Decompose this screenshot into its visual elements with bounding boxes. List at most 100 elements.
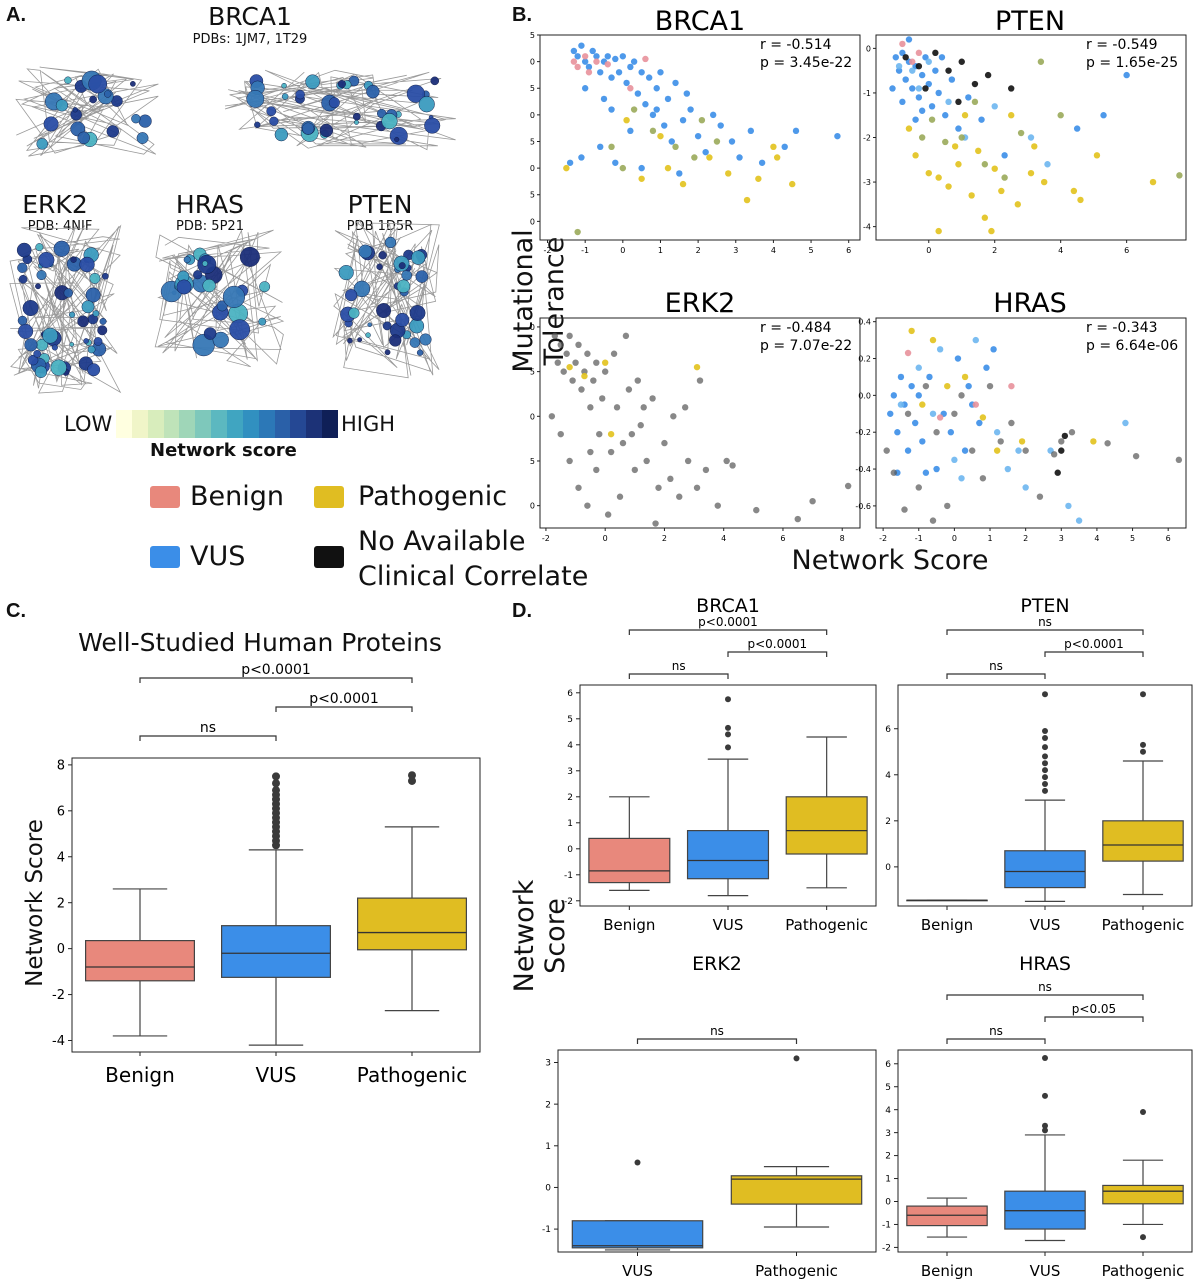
panel-b-letter: B. <box>512 4 532 26</box>
b-hras-point-nocorr <box>1054 469 1061 476</box>
b-hras-point-gray_scatter <box>901 506 908 513</box>
b-brca1-point-vus <box>581 58 589 65</box>
b-brca1-point-vus <box>585 63 593 71</box>
residue-sphere <box>365 332 371 338</box>
y-tick-label: 6 <box>885 1060 891 1070</box>
b-erk2-point-pathogenic_scatter <box>581 372 588 380</box>
b-brca1-point-pathogenic_scatter <box>706 154 713 161</box>
hras-structure <box>154 228 285 368</box>
residue-sphere <box>176 279 192 295</box>
y-tick-label: -4 <box>52 1034 65 1049</box>
b-brca1-point-pathogenic_scatter <box>755 175 762 182</box>
y-tick-label: -2.5 <box>530 191 535 200</box>
b-hras-point-vus <box>922 469 930 476</box>
residue-sphere <box>24 338 38 352</box>
outlier-point <box>272 772 280 781</box>
b-hras-point-gray_scatter <box>922 382 930 390</box>
d-pten-title: PTEN <box>1020 595 1069 617</box>
residue-sphere <box>34 365 48 378</box>
b-hras-point-vus <box>887 410 894 417</box>
b-pten-point-pathogenic_scatter <box>935 227 942 235</box>
residue-sphere <box>389 126 408 145</box>
y-tick-label: 2 <box>567 793 573 803</box>
significance-label: ns <box>1038 615 1052 629</box>
b-brca1-point-pathogenic_scatter <box>789 180 796 188</box>
residue-sphere <box>266 106 277 117</box>
b-brca1-point-olive <box>630 106 638 113</box>
b-hras-point-vus_light <box>1022 484 1029 491</box>
b-hras-point-vus <box>904 447 912 454</box>
residue-sphere <box>63 288 73 298</box>
significance-label: p<0.0001 <box>698 615 758 629</box>
colorbar-high-label: HIGH <box>341 412 396 436</box>
b-brca1-point-vus <box>589 47 596 55</box>
colorbar-step <box>258 410 275 438</box>
b-hras-point-vus_light <box>1075 517 1083 524</box>
x-tick-label: 2 <box>1023 534 1028 543</box>
y-tick-label: -2 <box>52 988 65 1003</box>
residue-sphere <box>53 240 70 257</box>
b-hras-point-gray_scatter <box>951 410 958 417</box>
b-brca1-point-vus <box>747 127 755 135</box>
residue-sphere <box>81 300 95 314</box>
x-tick-label: 4 <box>721 534 726 543</box>
colorbar-step <box>322 410 339 438</box>
b-brca1-point-olive <box>698 116 706 124</box>
y-tick-label: -1 <box>882 1221 891 1231</box>
b-erk2-point-gray_scatter <box>551 332 559 340</box>
d-erk2-box-vus <box>571 1220 704 1249</box>
y-tick-label: -1 <box>564 871 573 881</box>
b-hras-point-vus <box>926 373 933 381</box>
b-erk2-point-gray_scatter <box>610 350 618 357</box>
x-tick-label: -1 <box>915 534 923 543</box>
y-tick-label: -1 <box>542 1225 551 1235</box>
b-erk2-point-gray_scatter <box>729 462 736 469</box>
residue-sphere <box>229 319 251 341</box>
residue-sphere <box>83 338 89 344</box>
b-hras-point-vus <box>933 465 940 473</box>
y-tick-label: 4 <box>885 771 891 781</box>
b-hras-point-gray_scatter <box>944 502 951 510</box>
residue-sphere <box>216 300 228 312</box>
residue-sphere <box>382 321 392 331</box>
b-brca1-point-pathogenic_scatter <box>638 175 645 182</box>
b-erk2-point-gray_scatter <box>607 448 615 456</box>
y-tick-label: -0.4 <box>855 465 871 474</box>
b-erk2-point-gray_scatter <box>681 404 689 411</box>
b-hras-point-vus <box>915 392 922 399</box>
d-erk2-category-label: VUS <box>622 1262 653 1280</box>
residue-sphere <box>36 270 47 281</box>
b-erk2-frame <box>539 317 861 529</box>
b-brca1-point-pathogenic_scatter <box>770 143 777 151</box>
residue-sphere <box>378 251 387 260</box>
significance-bracket <box>275 706 413 712</box>
b-pten-point-pathogenic_scatter <box>935 174 942 181</box>
b-brca1-point-benign_scatter <box>642 55 649 63</box>
b-pten-point-pathogenic_scatter <box>961 112 969 119</box>
b-pten-point-nocorr <box>922 85 929 92</box>
b-brca1-point-vus <box>642 101 649 108</box>
residue-sphere <box>17 262 28 273</box>
b-hras-point-gray_scatter <box>1132 452 1140 460</box>
b-pten-point-vus <box>938 54 946 61</box>
y-tick-label: 1.0 <box>530 323 535 332</box>
b-brca1-point-olive <box>608 143 615 151</box>
b-erk2-point-gray_scatter <box>601 368 609 375</box>
residue-sphere <box>239 246 260 267</box>
residue-sphere <box>222 285 246 308</box>
outlier-point <box>1042 1055 1048 1062</box>
structure-title-brca1: BRCA1 <box>208 2 292 31</box>
residue-sphere <box>85 287 101 303</box>
panel-b-scatter-plots: BRCA1 -2 -1 0 1 2 3 4 5 6 0.5 0.0 -0.5 -1.0 -1.5 -2.0 -2… <box>530 6 1187 543</box>
d-hras-category-label: VUS <box>1030 1262 1061 1280</box>
b-brca1-point-vus <box>600 95 608 103</box>
residue-sphere <box>101 272 109 280</box>
d-pten-category-label: Benign <box>921 916 973 934</box>
outlier-point <box>272 779 280 788</box>
b-brca1-r-value: r = -0.514 <box>760 37 832 53</box>
b-pten-point-nocorr <box>958 58 965 65</box>
b-pten-title: PTEN <box>995 6 1065 37</box>
b-brca1-point-vus <box>597 143 604 151</box>
significance-label: ns <box>200 720 216 736</box>
outlier-point <box>1042 767 1048 774</box>
